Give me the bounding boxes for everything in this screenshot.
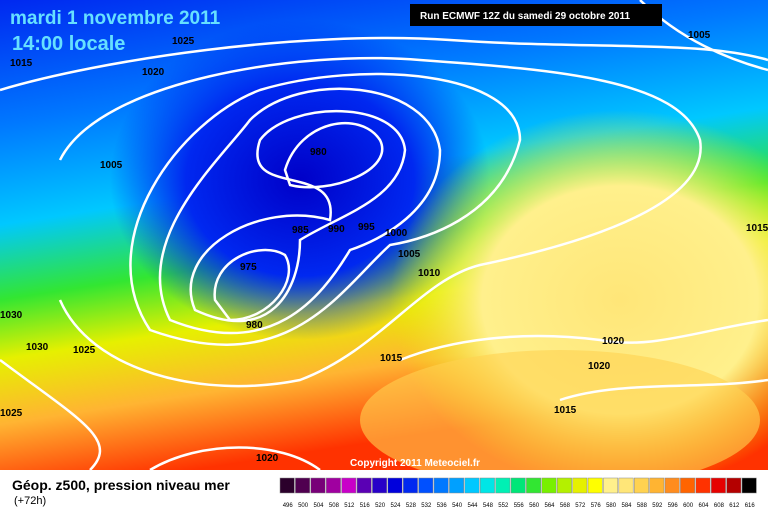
isobar-label: 1005 — [100, 160, 123, 171]
isobar-label: 1015 — [380, 353, 403, 364]
isobar-label: 1030 — [0, 310, 23, 321]
isobar-label: 990 — [328, 224, 345, 235]
scale-swatch — [695, 477, 711, 494]
isobar-label: 1020 — [588, 361, 611, 372]
scale-label: 568 — [560, 503, 571, 509]
scale-swatch — [341, 477, 357, 494]
scale-swatch — [510, 477, 526, 494]
isobar-label: 1025 — [73, 345, 96, 356]
scale-label: 520 — [375, 503, 386, 509]
footer-title: Géop. z500, pression niveau mer — [12, 477, 230, 493]
warm-area — [360, 350, 760, 490]
scale-swatch — [433, 477, 449, 494]
scale-label: 532 — [421, 503, 432, 509]
date: mardi 1 novembre 2011 — [10, 8, 221, 29]
scale-label: 576 — [591, 503, 602, 509]
scale-swatch — [664, 477, 680, 494]
run-box — [410, 4, 662, 26]
scale-swatch — [572, 477, 588, 494]
scale-swatch — [402, 477, 418, 494]
scale-swatch — [526, 477, 542, 494]
isobar-label: 980 — [310, 147, 327, 158]
scale-swatch — [449, 477, 465, 494]
run-info: Run ECMWF 12Z du samedi 29 octobre 2011 — [420, 11, 630, 22]
isobar-label: 980 — [246, 320, 263, 331]
isobar-label: 1015 — [746, 223, 768, 234]
scale-swatch — [356, 477, 372, 494]
isobar-label: 1010 — [418, 268, 441, 279]
scale-label: 588 — [637, 503, 648, 509]
scale-swatch — [633, 477, 649, 494]
scale-swatch — [556, 477, 572, 494]
scale-label: 508 — [329, 503, 340, 509]
scale-label: 512 — [344, 503, 355, 509]
isobar-label: 1015 — [554, 405, 577, 416]
isobar-label: 1020 — [602, 336, 625, 347]
scale-swatch — [310, 477, 326, 494]
scale-swatch — [372, 477, 388, 494]
scale-label: 564 — [544, 503, 555, 509]
scale-swatch — [710, 477, 726, 494]
isobar-label: 1025 — [0, 408, 23, 419]
isobar-label: 1030 — [26, 342, 49, 353]
scale-label: 600 — [683, 503, 694, 509]
scale-label: 608 — [714, 503, 725, 509]
isobar-label: 975 — [240, 262, 257, 273]
scale-label: 552 — [498, 503, 509, 509]
scale-swatch — [387, 477, 403, 494]
scale-swatch — [649, 477, 665, 494]
scale-swatch — [295, 477, 311, 494]
scale-label: 544 — [467, 503, 478, 509]
isobar-lines — [0, 0, 768, 470]
isobar-label: 1005 — [398, 249, 421, 260]
time: 14:00 locale — [12, 33, 125, 55]
scale-label: 560 — [529, 503, 540, 509]
scale-label: 548 — [483, 503, 494, 509]
scale-label: 592 — [652, 503, 663, 509]
copyright: Copyright 2011 Meteociel.fr — [350, 458, 480, 469]
scale-label: 584 — [621, 503, 632, 509]
scale-label: 516 — [360, 503, 371, 509]
scale-swatch — [680, 477, 696, 494]
isobar-labels: 1025 1015 1020 1005 1005 980 985 990 995 1000 1005… — [0, 30, 768, 464]
scale-swatch — [479, 477, 495, 494]
scale-label: 604 — [698, 503, 709, 509]
scale-label: 556 — [514, 503, 525, 509]
scale-label: 612 — [729, 503, 740, 509]
isobar-label: 1020 — [142, 67, 165, 78]
scale-label: 504 — [313, 503, 324, 509]
isobar-label: 985 — [292, 225, 309, 236]
scale-swatch — [464, 477, 480, 494]
scale-label: 580 — [606, 503, 617, 509]
scale-swatch — [418, 477, 434, 494]
lead-time: (+72h) — [14, 495, 46, 507]
color-scale: 496 500 504 508 512 516 520 524 528 532 536 540 544 5… — [279, 477, 757, 509]
scale-swatch — [325, 477, 341, 494]
scale-swatch — [279, 477, 295, 494]
scale-swatch — [541, 477, 557, 494]
scale-swatch — [587, 477, 603, 494]
isobar-label: 1000 — [385, 228, 408, 239]
scale-swatch — [495, 477, 511, 494]
scale-swatch — [618, 477, 634, 494]
isobar-label: 1025 — [172, 36, 195, 47]
scale-label: 528 — [406, 503, 417, 509]
scale-label: 500 — [298, 503, 309, 509]
scale-swatch — [741, 477, 757, 494]
isobar-label: 995 — [358, 222, 375, 233]
scale-swatch — [726, 477, 742, 494]
scale-label: 540 — [452, 503, 463, 509]
scale-label: 616 — [745, 503, 756, 509]
isobar-label: 1020 — [256, 453, 279, 464]
scale-label: 496 — [283, 503, 294, 509]
isobar-label: 1005 — [688, 30, 711, 41]
scale-label: 524 — [390, 503, 401, 509]
scale-swatch — [603, 477, 619, 494]
isobar-label: 1015 — [10, 58, 33, 69]
scale-label: 572 — [575, 503, 586, 509]
scale-label: 596 — [668, 503, 679, 509]
scale-label: 536 — [437, 503, 448, 509]
